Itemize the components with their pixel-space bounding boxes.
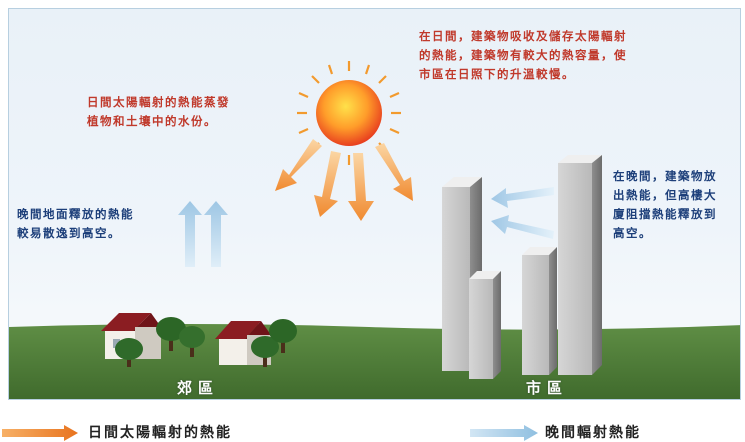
- suburb-night-note: 晚間地面釋放的熱能 較易散逸到高空。: [17, 207, 134, 240]
- suburb-houses: [101, 313, 297, 367]
- tower-middle: [522, 247, 557, 375]
- sun-evaporation-note: 日間太陽輻射的熱能蒸發 植物和土壤中的水份。: [87, 95, 230, 128]
- legend-night-arrow-icon: [470, 425, 538, 441]
- legend-solar-arrow-icon: [2, 425, 78, 441]
- daytime-city-note: 在日間，建築物吸收及儲存太陽輻射 的熱能，建築物有較大的熱容量，使 市區在日照下…: [419, 29, 627, 81]
- legend-night-label: 晚間輻射熱能: [545, 425, 641, 441]
- night-arrow-suburb-1: [178, 201, 202, 267]
- city-buildings: [442, 155, 602, 379]
- tower-right-tall: [558, 155, 602, 375]
- suburb-label: 郊區: [177, 379, 220, 397]
- urban-heat-island-diagram: 日間太陽輻射的熱能蒸發 植物和土壤中的水份。 在日間，建築物吸收及儲存太陽輻射 …: [8, 8, 741, 400]
- night-arrow-city-1: [491, 187, 554, 208]
- night-arrow-suburb-2: [204, 201, 228, 267]
- solar-arrow-1: [275, 139, 322, 191]
- solar-arrow-3: [348, 153, 374, 221]
- scene-graphics: [9, 61, 740, 399]
- legend: [2, 425, 538, 441]
- city-label: 市區: [526, 379, 569, 397]
- night-arrow-city-2: [491, 215, 554, 239]
- solar-arrow-2: [314, 151, 341, 217]
- solar-arrow-4: [375, 143, 413, 201]
- tower-short: [469, 271, 501, 379]
- trees: [115, 317, 297, 367]
- legend-solar-label: 日間太陽輻射的熱能: [88, 425, 232, 441]
- city-night-note: 在晚間，建築物放 出熱能，但高樓大 廈阻擋熱能釋放到 高空。: [613, 169, 717, 240]
